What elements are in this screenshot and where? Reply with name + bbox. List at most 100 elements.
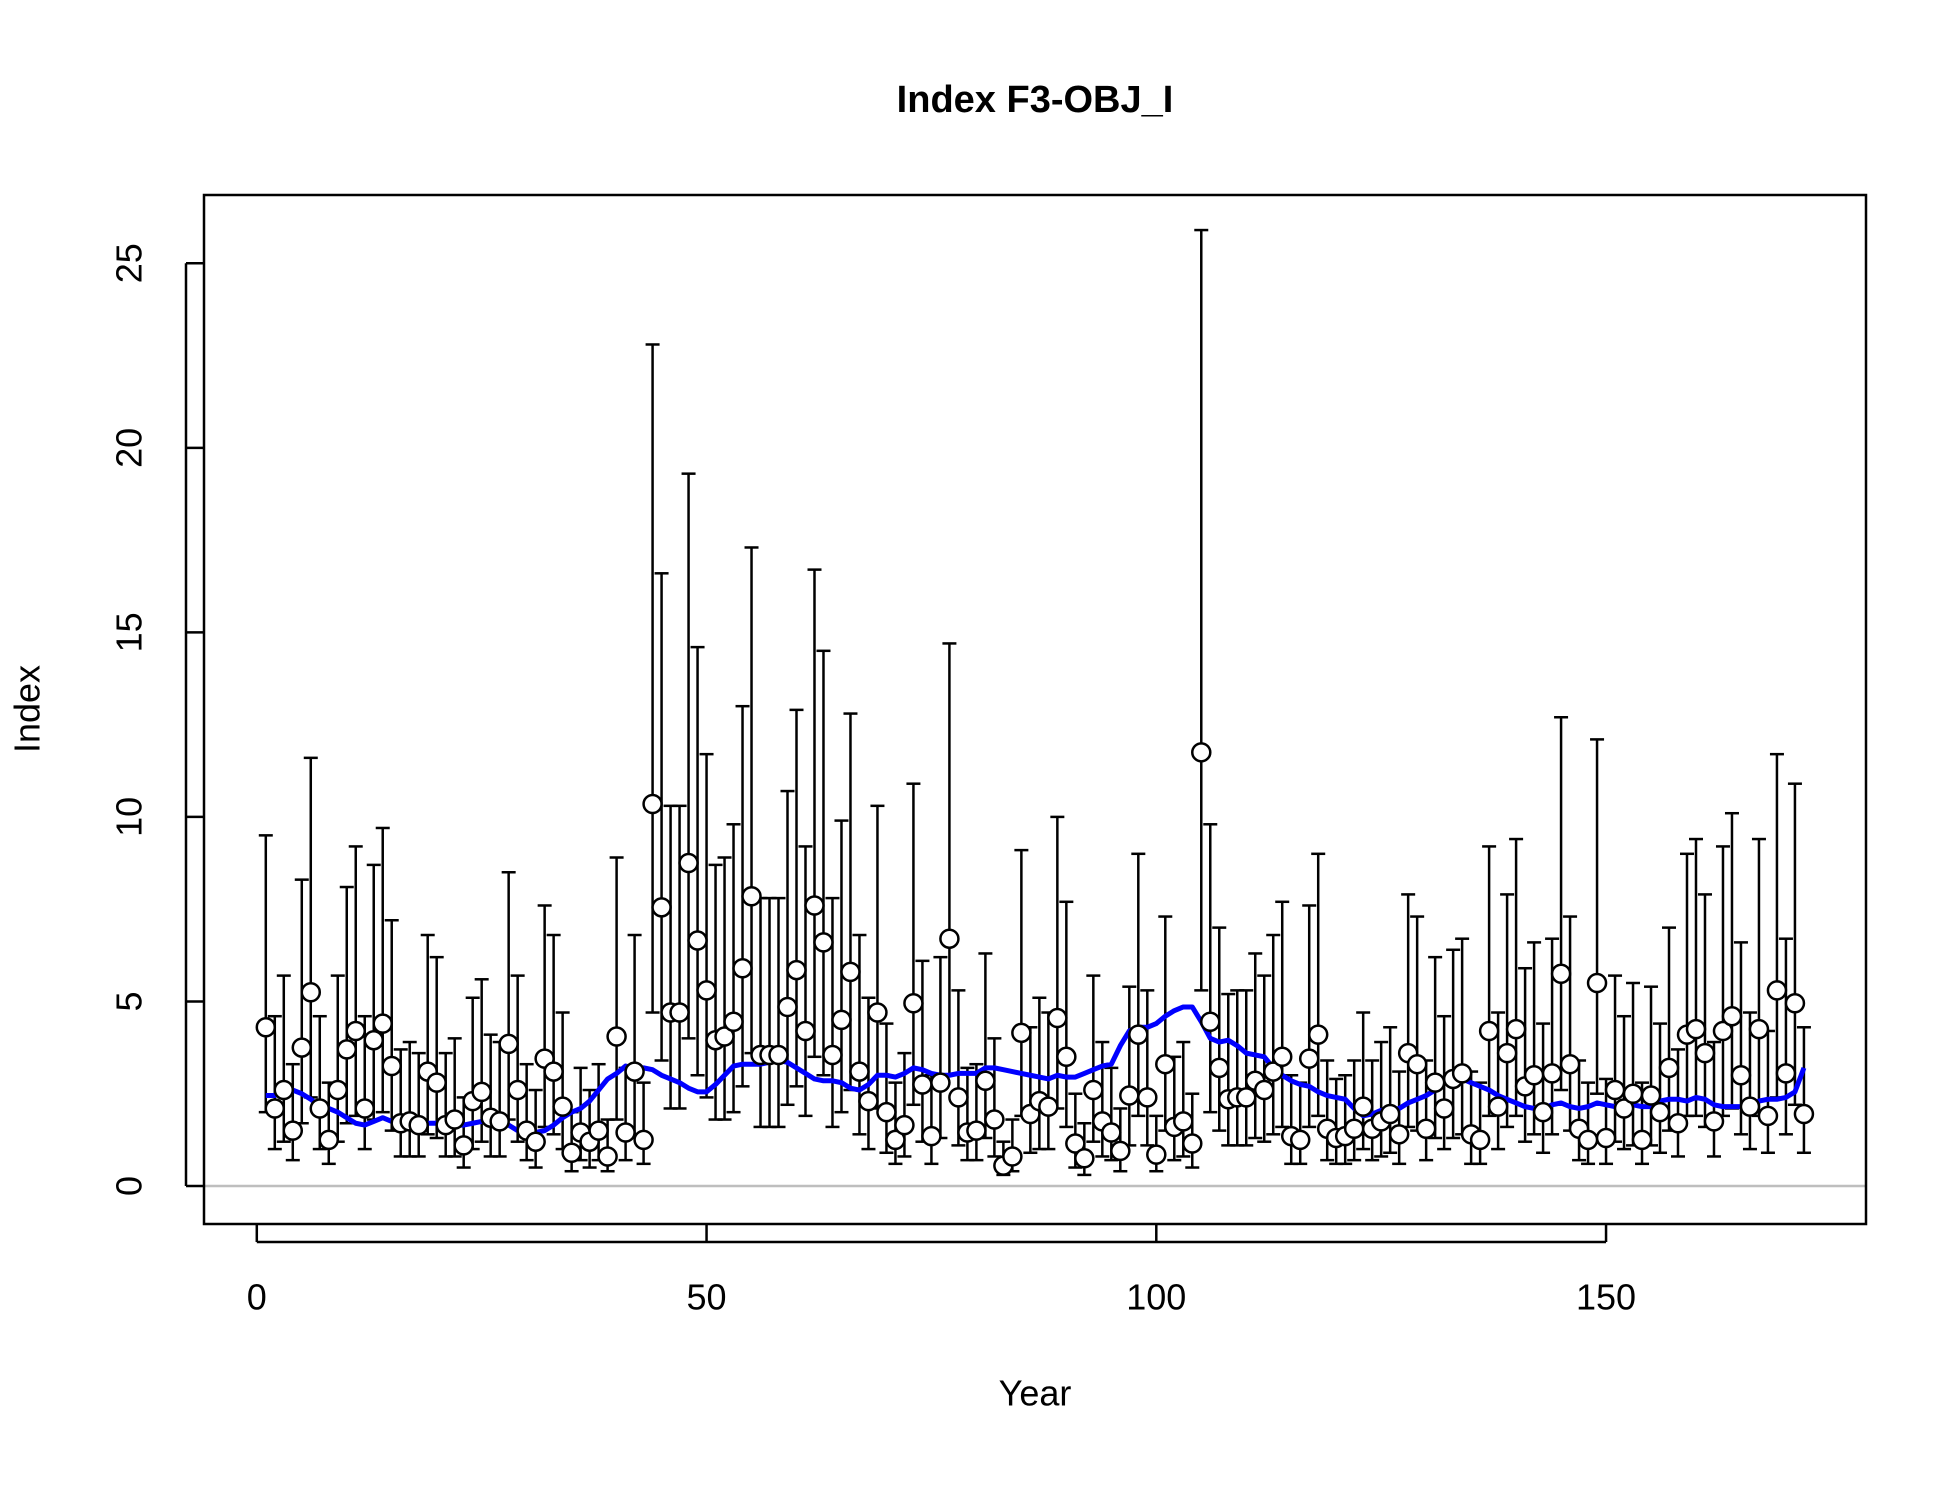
data-point [1685,1018,1707,1040]
y-tick-label: 10 [109,797,150,837]
data-point [786,959,807,981]
data-point [264,1098,286,1119]
data-point [525,1131,546,1152]
data-point [912,1074,933,1095]
data-point [309,1098,331,1119]
data-point [885,1129,906,1151]
data-point [1271,1046,1293,1068]
data-point [1074,1148,1095,1169]
data-point [1541,1063,1563,1084]
data-point [363,1029,384,1051]
data-point [1047,1007,1068,1029]
data-point [921,1125,942,1147]
data-point [1793,1103,1815,1125]
data-point [1613,1098,1635,1119]
data-point [426,1072,447,1093]
data-point [714,1026,735,1047]
data-point [1101,1122,1122,1143]
data-point [1748,1018,1770,1040]
plot-area [204,228,1866,1188]
data-point [1721,1005,1743,1027]
data-point [1262,1061,1284,1082]
data-point [1451,1063,1473,1084]
data-point [1550,963,1572,985]
data-point [966,1120,987,1141]
data-point [642,793,663,815]
y-tick-label: 15 [109,612,150,652]
data-point [831,1009,852,1031]
data-point [651,897,672,918]
data-point [552,1096,573,1117]
data-point [1253,1079,1275,1101]
data-point [1505,1018,1527,1040]
x-tick-label: 0 [247,1277,267,1318]
data-point [1235,1087,1257,1108]
data-point [1155,1053,1176,1075]
y-tick-label: 25 [109,243,150,283]
data-point [894,1114,915,1136]
data-point [372,1013,393,1034]
data-point [1307,1024,1329,1045]
data-point [1559,1053,1581,1075]
data-point [858,1090,879,1112]
data-point [1173,1111,1194,1132]
data-point [453,1135,474,1156]
data-point [1739,1096,1761,1117]
data-point [1415,1118,1437,1140]
data-point [327,1079,349,1101]
data-point [1298,1048,1320,1069]
data-point [867,1002,888,1023]
data-point [255,1017,277,1038]
data-point [1469,1129,1491,1151]
data-point [1352,1096,1374,1117]
data-point [1182,1133,1203,1154]
data-point [1775,1063,1797,1084]
data-point [1586,972,1608,994]
data-point [336,1039,358,1060]
x-tick-label: 50 [687,1277,727,1318]
data-point [1487,1096,1509,1117]
data-point [588,1120,609,1141]
data-point [984,1109,1005,1130]
data-point [1289,1129,1311,1151]
data-point [1128,1024,1149,1045]
data-point [1649,1101,1671,1123]
data-point [1343,1118,1365,1140]
data-point [804,895,825,916]
data-point [507,1079,528,1101]
data-point [1694,1042,1716,1064]
data-point [1532,1101,1554,1123]
data-point [606,1026,627,1047]
data-point [723,1011,744,1032]
data-point [1137,1087,1158,1108]
data-point [1622,1083,1644,1104]
data-point [1388,1124,1410,1145]
data-point [444,1109,465,1130]
data-point [795,1020,816,1042]
data-point [822,1044,843,1066]
data-point [768,1044,789,1066]
data-point [1703,1111,1725,1132]
data-point [678,852,699,874]
data-point [381,1055,402,1077]
data-point [840,961,861,983]
data-point [1712,1020,1734,1042]
data-point [732,957,753,979]
data-point [1002,1146,1023,1167]
data-point [408,1114,429,1136]
data-point [1056,1046,1077,1068]
data-point [345,1020,366,1042]
data-point [1595,1127,1617,1149]
data-point [633,1129,654,1151]
data-point [282,1120,304,1141]
y-tick-label: 20 [109,428,150,468]
data-point [1146,1144,1167,1165]
data-point [498,1033,519,1055]
data-point [624,1061,645,1082]
data-point [1577,1129,1599,1151]
data-point [1496,1042,1518,1064]
data-point [687,930,708,951]
data-point [615,1122,636,1143]
data-point [1757,1105,1779,1127]
